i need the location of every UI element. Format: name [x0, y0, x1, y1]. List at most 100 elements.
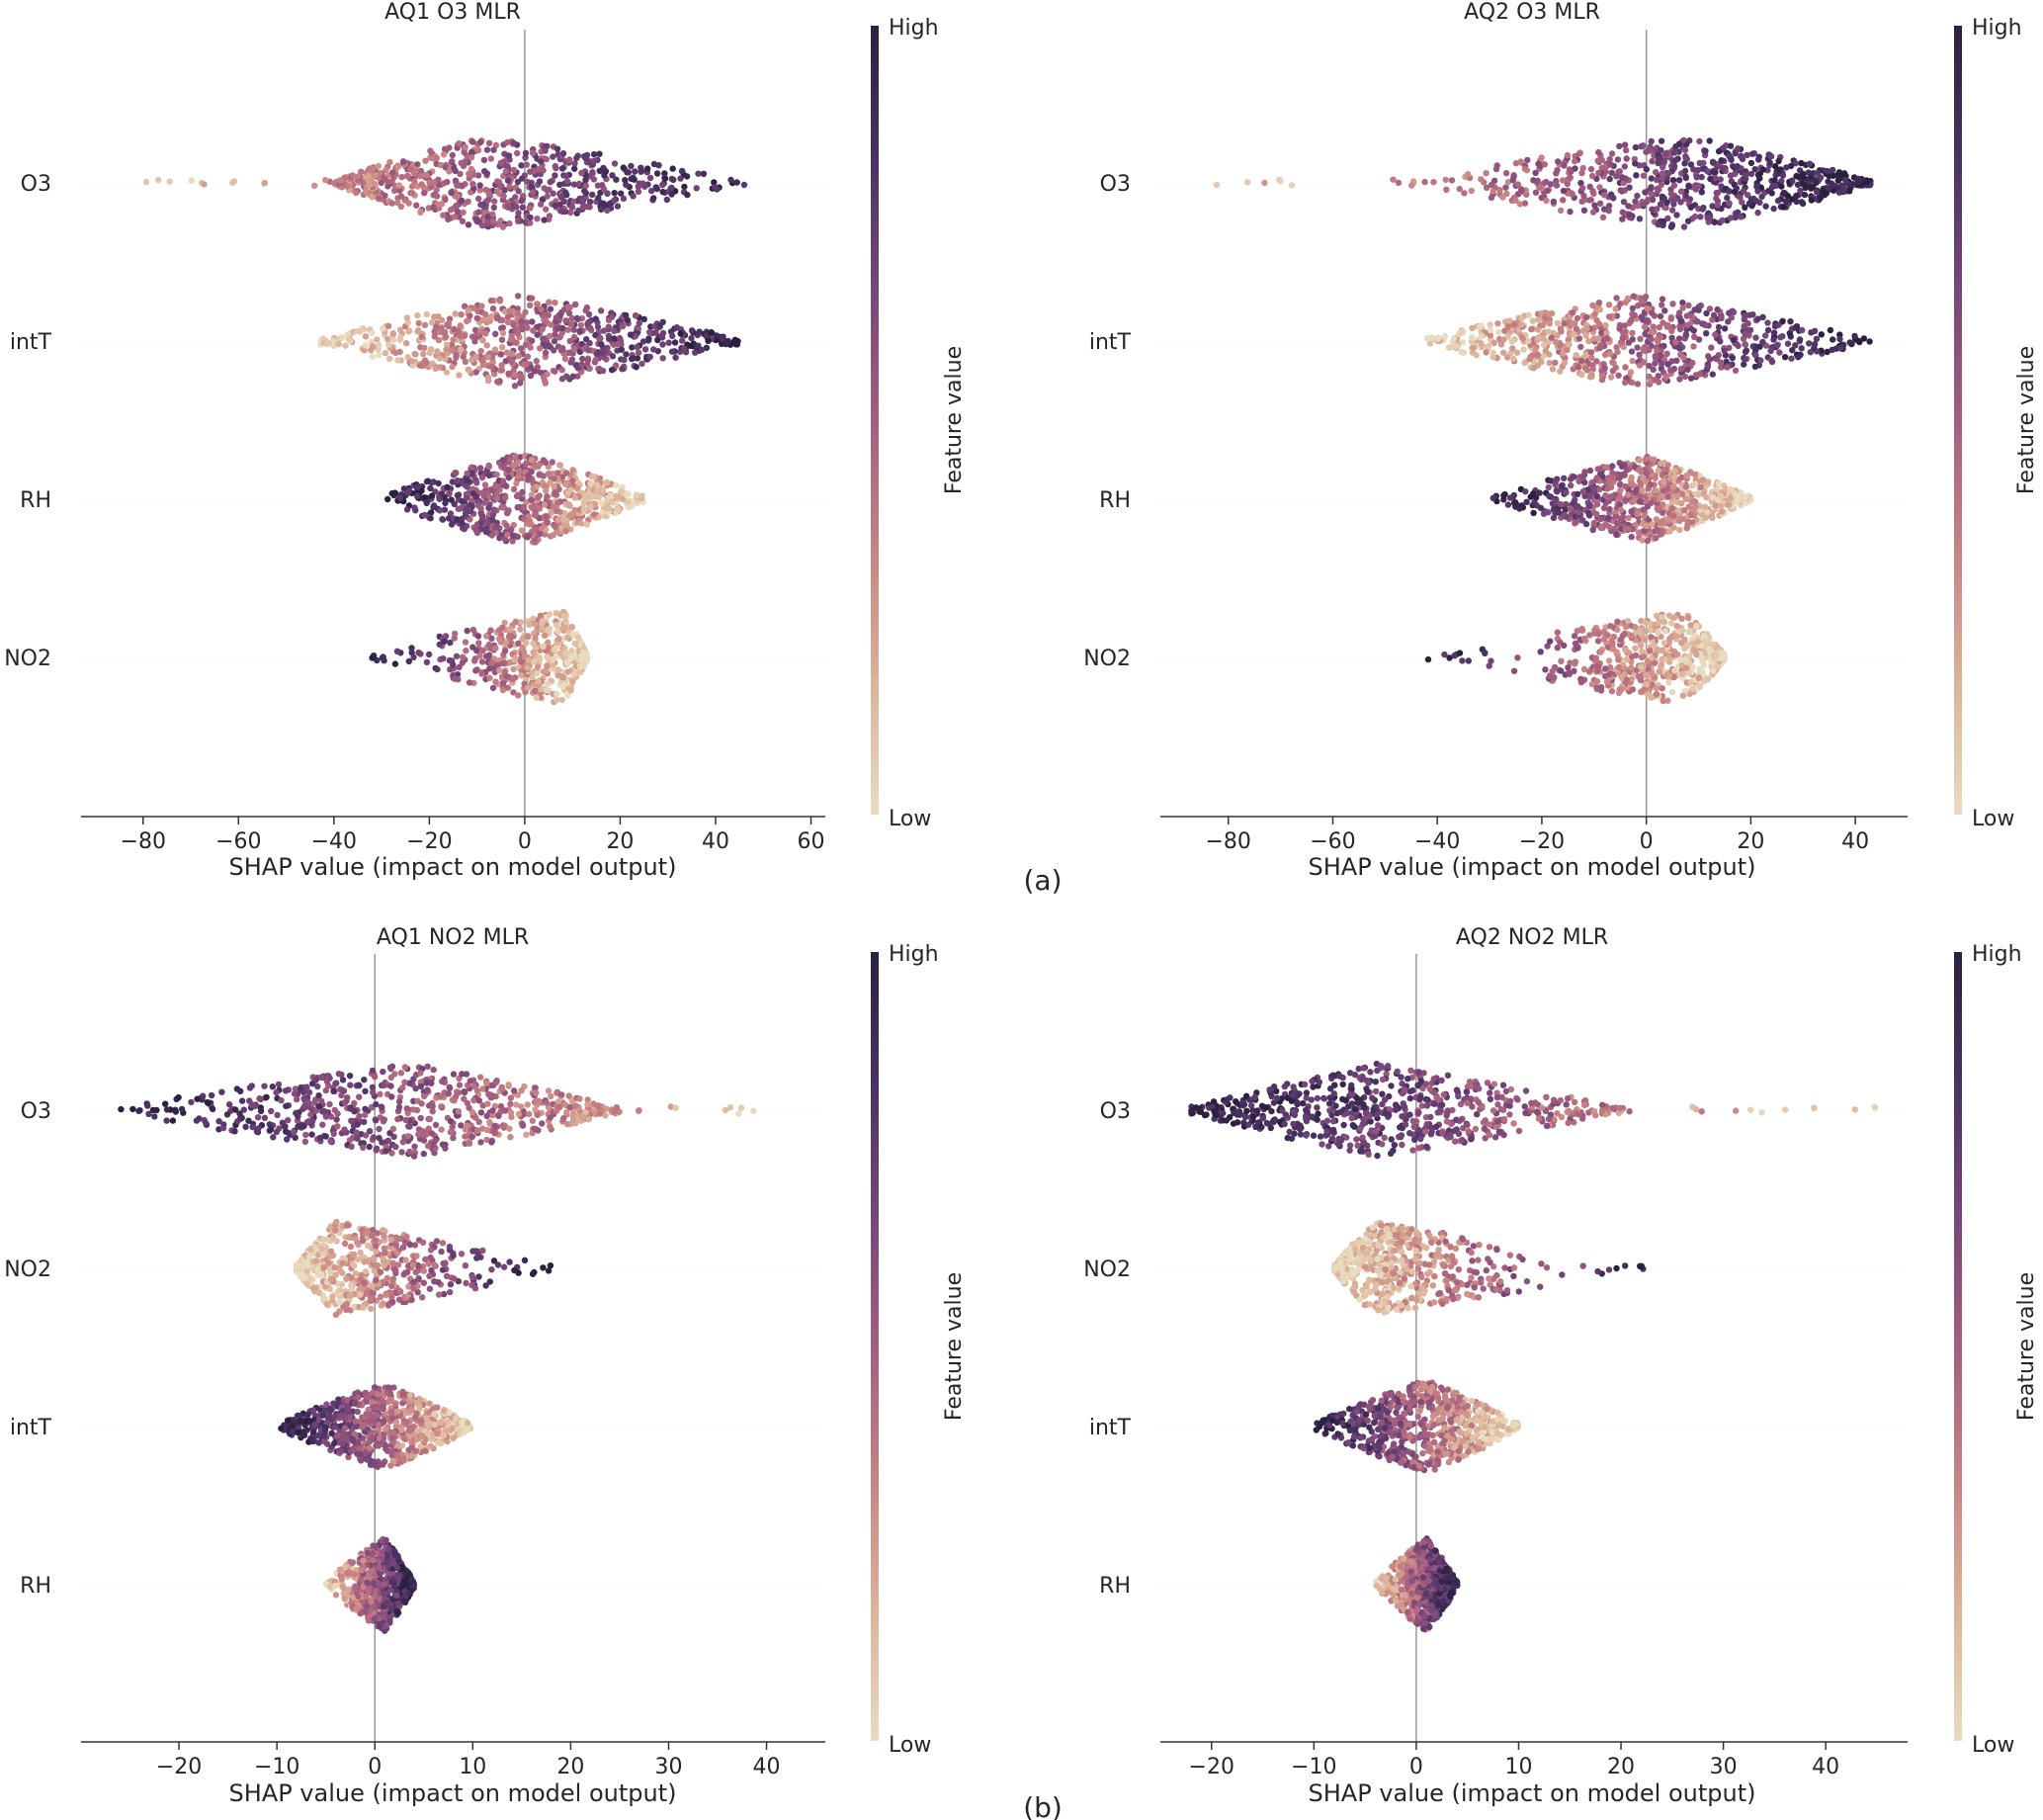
data-point — [566, 337, 573, 345]
data-point — [526, 621, 533, 629]
data-point — [413, 202, 420, 209]
data-point — [1502, 170, 1510, 177]
data-point — [425, 650, 433, 658]
data-point — [1673, 212, 1680, 218]
data-point — [1670, 162, 1678, 170]
data-point — [539, 325, 546, 333]
data-point — [627, 331, 635, 338]
data-point — [1599, 214, 1607, 220]
x-tick-label: −80 — [121, 829, 166, 854]
data-point — [586, 204, 593, 211]
data-point — [499, 316, 506, 323]
data-point — [512, 654, 519, 661]
data-point — [483, 170, 490, 177]
data-point — [668, 348, 676, 355]
data-point — [477, 519, 485, 526]
data-point — [518, 527, 526, 534]
data-point — [508, 332, 515, 340]
data-point — [1606, 350, 1614, 357]
data-point — [1653, 176, 1660, 184]
data-point — [1490, 339, 1497, 347]
data-point — [499, 478, 507, 485]
data-point — [1546, 359, 1553, 367]
data-point — [653, 185, 660, 193]
data-point — [1747, 159, 1755, 167]
data-point — [740, 181, 748, 189]
data-point — [421, 190, 428, 197]
data-point — [558, 329, 565, 336]
data-point — [562, 172, 569, 179]
data-point — [1629, 379, 1636, 387]
data-point — [496, 535, 503, 542]
data-point — [1573, 352, 1579, 359]
data-point — [1483, 349, 1490, 356]
data-point — [423, 477, 431, 485]
data-point — [546, 342, 553, 349]
data-point — [467, 516, 473, 523]
data-point — [1730, 336, 1738, 344]
data-point — [454, 491, 462, 499]
data-point — [1512, 197, 1519, 204]
data-point — [1656, 186, 1662, 194]
data-point — [553, 164, 559, 172]
data-point — [414, 161, 421, 168]
data-point — [586, 489, 593, 497]
data-point — [486, 665, 493, 672]
data-point — [1767, 347, 1774, 355]
data-point — [417, 208, 424, 215]
data-point — [414, 327, 421, 335]
data-point — [1652, 377, 1659, 384]
data-point — [524, 324, 531, 331]
data-point — [1659, 501, 1666, 508]
data-point — [420, 351, 427, 358]
data-point — [362, 342, 369, 349]
data-point — [394, 163, 402, 170]
data-point — [1575, 503, 1581, 510]
data-point — [644, 165, 651, 172]
data-point — [515, 210, 522, 217]
data-point — [435, 336, 443, 344]
data-point — [586, 339, 593, 347]
data-point — [1593, 510, 1600, 518]
data-point — [1612, 364, 1620, 372]
data-point — [1677, 317, 1684, 325]
data-point — [509, 538, 516, 545]
data-point — [1649, 157, 1656, 165]
data-point — [418, 333, 425, 340]
data-point — [522, 149, 530, 157]
data-point — [1658, 492, 1665, 499]
data-point — [585, 318, 593, 326]
data-point — [1772, 182, 1779, 190]
data-point — [396, 334, 404, 341]
data-point — [499, 686, 507, 694]
data-point — [1603, 335, 1611, 342]
data-point — [558, 324, 566, 332]
data-point — [1606, 175, 1613, 183]
data-point — [615, 340, 622, 347]
data-point — [1639, 486, 1646, 494]
data-point — [574, 315, 581, 322]
data-point — [389, 169, 396, 176]
data-point — [485, 641, 493, 649]
data-point — [449, 347, 456, 354]
data-point — [1705, 353, 1712, 360]
data-point — [590, 150, 598, 158]
data-point — [467, 312, 473, 319]
data-point — [628, 162, 635, 170]
data-point — [589, 191, 596, 199]
data-point — [449, 478, 457, 485]
data-point — [1499, 194, 1506, 201]
data-point — [1738, 152, 1745, 159]
data-point — [519, 175, 526, 182]
data-point — [1586, 374, 1594, 381]
data-point — [1487, 326, 1494, 334]
data-point — [484, 354, 492, 361]
data-point — [696, 328, 703, 335]
data-point — [494, 313, 501, 320]
data-point — [322, 176, 329, 184]
data-point — [515, 469, 522, 476]
data-point — [1715, 147, 1723, 155]
data-point — [465, 306, 471, 314]
data-point — [1443, 186, 1450, 193]
data-point — [1768, 190, 1775, 197]
